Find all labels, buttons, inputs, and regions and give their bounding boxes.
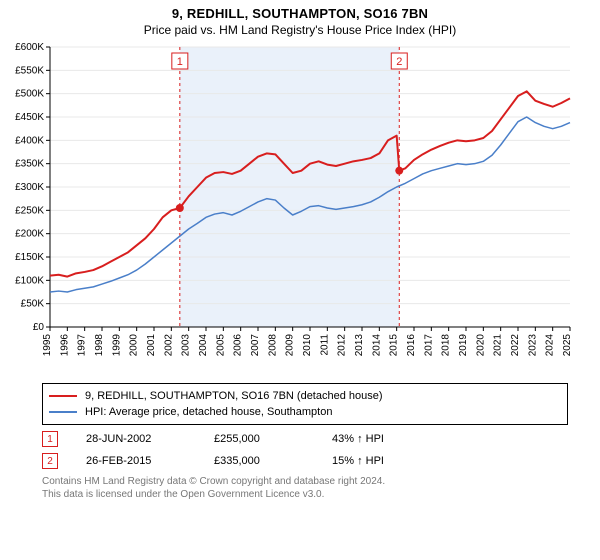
svg-text:£600K: £600K: [15, 42, 44, 53]
svg-text:2020: 2020: [475, 334, 486, 357]
legend-label: 9, REDHILL, SOUTHAMPTON, SO16 7BN (detac…: [85, 388, 383, 404]
svg-text:2010: 2010: [302, 334, 313, 357]
svg-text:2005: 2005: [215, 334, 226, 357]
svg-text:2015: 2015: [389, 334, 400, 357]
svg-text:2004: 2004: [198, 334, 209, 357]
legend-swatch: [49, 411, 77, 413]
footer-attribution: Contains HM Land Registry data © Crown c…: [42, 475, 568, 501]
svg-text:1997: 1997: [77, 334, 88, 357]
svg-text:2011: 2011: [319, 334, 330, 356]
event-price: £255,000: [214, 433, 304, 445]
svg-text:2013: 2013: [354, 334, 365, 357]
svg-text:2007: 2007: [250, 334, 261, 357]
svg-text:2025: 2025: [562, 334, 573, 357]
svg-text:2019: 2019: [458, 334, 469, 357]
svg-text:£100K: £100K: [15, 275, 44, 286]
svg-text:2017: 2017: [423, 334, 434, 357]
svg-text:£50K: £50K: [21, 299, 45, 310]
svg-text:2016: 2016: [406, 334, 417, 357]
svg-text:2: 2: [396, 56, 402, 68]
svg-text:2008: 2008: [267, 334, 278, 357]
svg-text:2003: 2003: [181, 334, 192, 357]
event-marker: 2: [42, 453, 58, 469]
event-date: 28-JUN-2002: [86, 433, 186, 445]
svg-text:2006: 2006: [233, 334, 244, 357]
svg-text:£300K: £300K: [15, 182, 44, 193]
event-pct: 15% ↑ HPI: [332, 455, 384, 467]
svg-text:2023: 2023: [527, 334, 538, 357]
legend-label: HPI: Average price, detached house, Sout…: [85, 404, 332, 420]
events-table: 1 28-JUN-2002 £255,000 43% ↑ HPI 2 26-FEB-201…: [42, 431, 568, 469]
footer-line-1: Contains HM Land Registry data © Crown c…: [42, 475, 568, 488]
svg-text:£500K: £500K: [15, 89, 44, 100]
svg-text:2014: 2014: [371, 334, 382, 357]
svg-text:£400K: £400K: [15, 135, 44, 146]
svg-text:1998: 1998: [94, 334, 105, 357]
legend-item: 9, REDHILL, SOUTHAMPTON, SO16 7BN (detac…: [49, 388, 561, 404]
svg-text:2021: 2021: [493, 334, 504, 357]
svg-text:1: 1: [177, 56, 183, 68]
svg-text:1996: 1996: [59, 334, 70, 357]
event-row: 1 28-JUN-2002 £255,000 43% ↑ HPI: [42, 431, 568, 447]
svg-text:1999: 1999: [111, 334, 122, 357]
event-pct: 43% ↑ HPI: [332, 433, 384, 445]
chart-subtitle: Price paid vs. HM Land Registry's House …: [0, 23, 600, 37]
footer-line-2: This data is licensed under the Open Gov…: [42, 488, 568, 501]
svg-text:£550K: £550K: [15, 65, 44, 76]
svg-text:£150K: £150K: [15, 252, 44, 263]
svg-text:£250K: £250K: [15, 205, 44, 216]
svg-text:1995: 1995: [42, 334, 53, 357]
svg-text:2000: 2000: [129, 334, 140, 357]
legend-swatch: [49, 395, 77, 397]
svg-text:£450K: £450K: [15, 112, 44, 123]
chart-title: 9, REDHILL, SOUTHAMPTON, SO16 7BN: [0, 6, 600, 21]
legend-item: HPI: Average price, detached house, Sout…: [49, 404, 561, 420]
svg-text:2002: 2002: [163, 334, 174, 357]
legend: 9, REDHILL, SOUTHAMPTON, SO16 7BN (detac…: [42, 383, 568, 425]
svg-text:2001: 2001: [146, 334, 157, 357]
svg-text:£200K: £200K: [15, 229, 44, 240]
svg-text:2018: 2018: [441, 334, 452, 357]
svg-text:£350K: £350K: [15, 159, 44, 170]
event-price: £335,000: [214, 455, 304, 467]
event-date: 26-FEB-2015: [86, 455, 186, 467]
chart-container: { "title_line1": "9, REDHILL, SOUTHAMPTO…: [0, 0, 600, 560]
svg-text:2022: 2022: [510, 334, 521, 357]
svg-text:2009: 2009: [285, 334, 296, 357]
price-chart: £0 £50K £100K £150K £200K £250K £300K £350K £400…: [0, 37, 600, 377]
svg-text:2012: 2012: [337, 334, 348, 357]
svg-text:2024: 2024: [545, 334, 556, 357]
event-row: 2 26-FEB-2015 £335,000 15% ↑ HPI: [42, 453, 568, 469]
svg-text:£0: £0: [33, 322, 45, 333]
event-marker: 1: [42, 431, 58, 447]
